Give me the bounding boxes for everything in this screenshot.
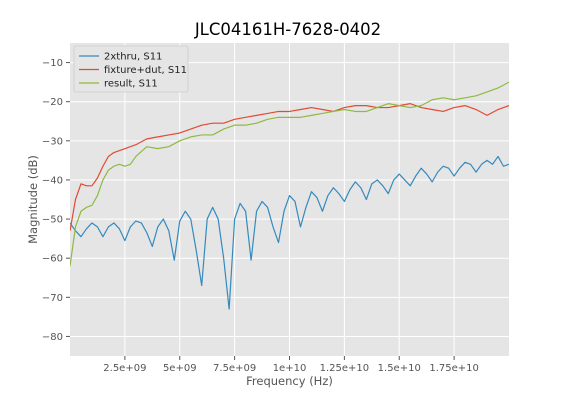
legend-box bbox=[73, 45, 189, 93]
x-tick-label: 1.75e+10 bbox=[429, 363, 479, 374]
x-tick-label: 1e+10 bbox=[273, 363, 307, 374]
y-tick-label: −70 bbox=[42, 293, 63, 304]
series-line-2xthru-s11 bbox=[70, 155, 509, 310]
x-tick-label: 1.5e+10 bbox=[378, 363, 421, 374]
y-tick-label: −50 bbox=[42, 215, 63, 226]
chart-title: JLC04161H-7628-0402 bbox=[194, 20, 381, 39]
legend-label: 2xthru, S11 bbox=[104, 52, 162, 63]
x-axis-ticks: 2.5e+09 5e+09 7.5e+09 1e+10 1.25e+10 1.5e+10 1… bbox=[103, 356, 479, 374]
y-tick-label: −80 bbox=[42, 332, 63, 343]
x-tick-label: 1.25e+10 bbox=[320, 363, 370, 374]
y-tick-label: −30 bbox=[42, 136, 63, 147]
series-line-result-s11 bbox=[70, 81, 509, 267]
series-lines bbox=[70, 81, 509, 310]
grid bbox=[70, 43, 509, 356]
y-tick-label: −60 bbox=[42, 254, 63, 265]
y-axis-ticks: −80 −70 −60 −50 −40 −30 −20 −10 bbox=[42, 58, 70, 343]
y-tick-label: −40 bbox=[42, 175, 63, 186]
x-tick-label: 5e+09 bbox=[163, 363, 197, 374]
legend-label: fixture+dut, S11 bbox=[104, 65, 187, 76]
y-tick-label: −10 bbox=[42, 58, 63, 69]
legend: 2xthru, S11 fixture+dut, S11 result, S11 bbox=[73, 45, 189, 93]
series-line-fixture-dut-s11 bbox=[70, 103, 509, 231]
y-axis-label: Magnitude (dB) bbox=[26, 155, 40, 244]
y-tick-label: −20 bbox=[42, 97, 63, 108]
legend-label: result, S11 bbox=[104, 79, 158, 90]
x-axis-label: Frequency (Hz) bbox=[246, 374, 333, 388]
x-tick-label: 2.5e+09 bbox=[103, 363, 146, 374]
x-tick-label: 7.5e+09 bbox=[213, 363, 256, 374]
